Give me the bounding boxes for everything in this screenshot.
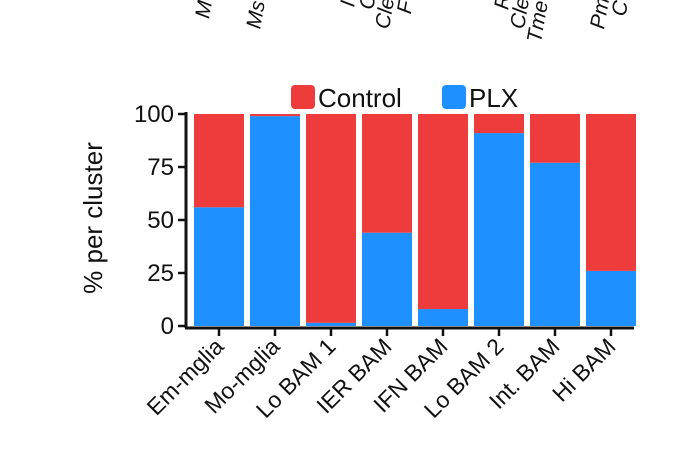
top-cropped-label: Ms (242, 0, 270, 30)
legend-label-plx: PLX (469, 83, 518, 113)
bar-control-7 (530, 114, 580, 163)
bar-plx-7 (530, 162, 580, 326)
top-cropped-label-line: C (355, 0, 380, 11)
top-cropped-label-line: R (490, 0, 515, 11)
bar-control-8 (586, 114, 636, 271)
bar-plx-2 (250, 116, 300, 327)
legend-swatch-control (291, 85, 315, 109)
y-tick-label: 0 (161, 313, 174, 340)
plot-bars (194, 114, 636, 327)
bar-control-2 (250, 114, 300, 117)
bar-plx-4 (362, 232, 412, 326)
top-cropped-label-line: Cle (506, 0, 534, 31)
top-cropped-label-line: Pm (586, 0, 614, 31)
top-cropped-label: M (191, 0, 217, 20)
top-cropped-label: I (336, 0, 360, 9)
top-cropped-label-line: I (336, 0, 360, 9)
legend-swatch-plx (442, 85, 466, 109)
top-cropped-label-line: F (393, 0, 418, 16)
y-axis-label: % per cluster (78, 142, 108, 294)
bar-plx-3 (306, 322, 356, 326)
bar-plx-6 (474, 133, 524, 326)
top-cropped-label-line: C (608, 0, 633, 18)
bar-plx-1 (194, 207, 244, 326)
bar-control-1 (194, 114, 244, 208)
top-cropped-label: PmC (586, 0, 633, 31)
legend-label-control: Control (318, 83, 402, 113)
bar-control-4 (362, 114, 412, 233)
top-cropped-label-line: Ms (242, 0, 270, 30)
bar-control-3 (306, 114, 356, 323)
x-tick-label: Hi BAM (547, 333, 621, 407)
y-axis-ticks: 0 25 50 75 100 (134, 101, 186, 340)
top-cropped-label-line: M (191, 0, 217, 20)
legend: Control PLX (291, 83, 518, 113)
bar-control-5 (418, 114, 468, 310)
bar-plx-5 (418, 309, 468, 326)
y-tick-label: 75 (147, 154, 174, 181)
bar-control-6 (474, 114, 524, 134)
bar-plx-8 (586, 270, 636, 326)
y-tick-label: 100 (134, 101, 174, 128)
top-cropped-label-line: Cle (371, 0, 399, 31)
y-tick-label: 50 (147, 207, 174, 234)
y-tick-label: 25 (147, 260, 174, 287)
